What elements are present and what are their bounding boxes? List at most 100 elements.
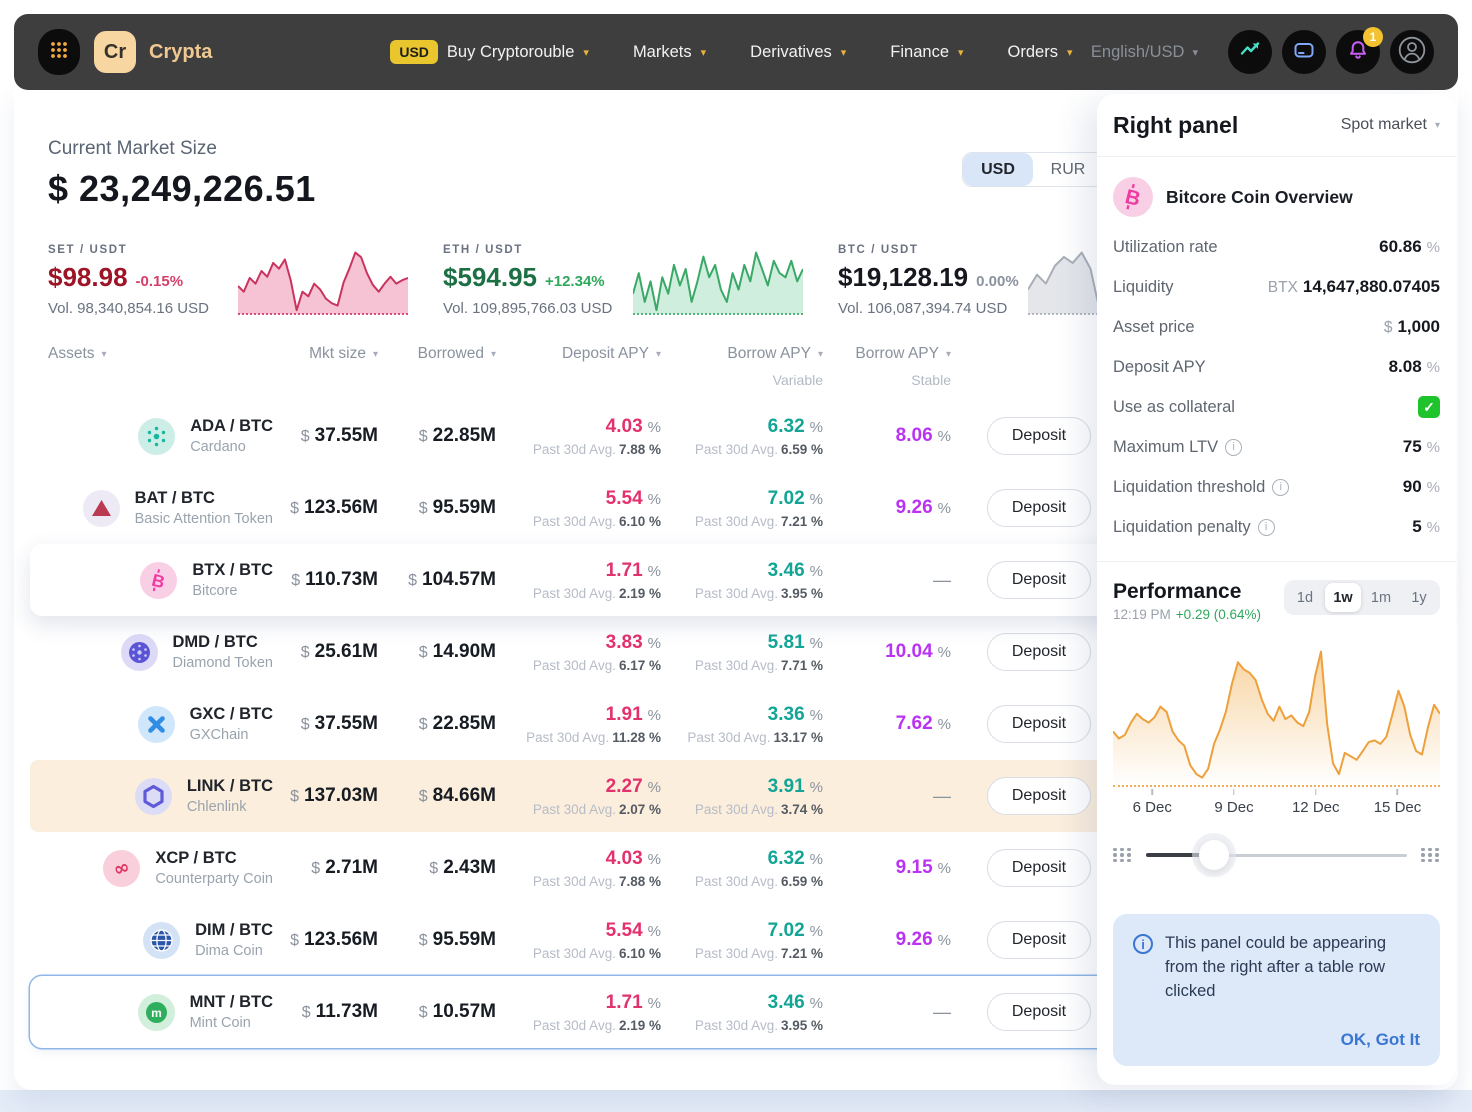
currency-toggle: USD RUR bbox=[962, 152, 1104, 187]
link-coin-icon bbox=[134, 777, 172, 815]
sort-mkt-size[interactable]: Mkt size ▾ bbox=[309, 345, 378, 362]
borrow-apy-stable-cell: 9.15% bbox=[895, 857, 951, 878]
table-row[interactable]: BAT / BTC Basic Attention Token $123.56M… bbox=[30, 472, 1442, 544]
btx-coin-icon: B bbox=[140, 561, 178, 599]
ticker-card[interactable]: SET / USDT $98.98 -0.15% Vol. 98,340,854… bbox=[48, 244, 408, 317]
deposit-button[interactable]: Deposit bbox=[987, 705, 1091, 743]
sort-caret-icon: ▾ bbox=[490, 348, 496, 360]
borrowed-value: $22.85M bbox=[418, 425, 496, 446]
slider-handle[interactable] bbox=[1198, 840, 1229, 870]
asset-pair: GXC / BTC bbox=[189, 705, 273, 723]
range-option-1y[interactable]: 1y bbox=[1411, 589, 1427, 606]
borrow-apy-variable-cell: 6.32% Past 30d Avg. 6.59 % bbox=[694, 415, 823, 457]
market-size-value: $ 23,249,226.51 bbox=[48, 168, 316, 209]
callout-dismiss-button[interactable]: OK, Got It bbox=[1340, 1029, 1420, 1049]
gxc-coin-icon bbox=[137, 705, 175, 743]
table-row[interactable]: ADA / BTC Cardano $37.55M $22.85M 4.03% … bbox=[30, 400, 1442, 472]
asset-name: Counterparty Coin bbox=[155, 871, 273, 887]
wallet-button[interactable] bbox=[1282, 30, 1326, 74]
ticker-volume: Vol. 109,895,766.03 USD bbox=[443, 300, 613, 317]
table-row[interactable]: DIM / BTC Dima Coin $123.56M $95.59M 5.5… bbox=[30, 904, 1442, 976]
info-icon[interactable]: i bbox=[1257, 518, 1275, 536]
bat-coin-icon bbox=[82, 489, 120, 527]
currency-option-rur[interactable]: RUR bbox=[1050, 160, 1086, 178]
chevron-down-icon: ▾ bbox=[958, 46, 964, 59]
stat-deposit-apy: Deposit APY 8.08% bbox=[1113, 357, 1440, 376]
mkt-size-value: $11.73M bbox=[301, 1001, 378, 1022]
mkt-size-value: $37.55M bbox=[300, 425, 378, 446]
mkt-size-value: $137.03M bbox=[290, 785, 378, 806]
stat-liquidation-penalty: Liquidation penalty i 5% bbox=[1113, 517, 1440, 536]
profile-button[interactable] bbox=[1390, 30, 1434, 74]
borrowed-value: $95.59M bbox=[418, 929, 496, 950]
market-type-selector[interactable]: Spot market ▾ bbox=[1340, 116, 1440, 133]
collateral-checkbox[interactable]: ✓ bbox=[1418, 396, 1440, 418]
nav-menu-item-finance[interactable]: Finance ▾ bbox=[890, 42, 964, 61]
deposit-button[interactable]: Deposit bbox=[987, 993, 1091, 1031]
ticker-card[interactable]: ETH / USDT $594.95 +12.34% Vol. 109,895,… bbox=[443, 244, 803, 317]
ticker-price: $19,128.19 bbox=[838, 262, 969, 292]
borrow-apy-variable-cell: 7.02% Past 30d Avg. 7.21 % bbox=[694, 919, 823, 961]
asset-name: Diamond Token bbox=[172, 655, 274, 671]
nav-menu-item-orders[interactable]: Orders ▾ bbox=[1007, 42, 1073, 61]
performance-chart[interactable] bbox=[1113, 646, 1440, 787]
borrow-apy-variable-cell: 7.02% Past 30d Avg. 7.21 % bbox=[694, 487, 823, 529]
callout-text: This panel could be appearing from the r… bbox=[1165, 934, 1387, 1000]
asset-pair: LINK / BTC bbox=[186, 777, 273, 795]
nav-menu-item-buy-cryptorouble[interactable]: USD Buy Cryptorouble ▾ bbox=[390, 40, 589, 64]
deposit-button[interactable]: Deposit bbox=[987, 417, 1091, 455]
chevron-down-icon: ▾ bbox=[583, 46, 589, 59]
ticker-cards: SET / USDT $98.98 -0.15% Vol. 98,340,854… bbox=[48, 244, 1458, 317]
grid-launcher-icon bbox=[49, 40, 69, 65]
borrowed-value: $104.57M bbox=[408, 569, 496, 590]
borrow-apy-variable-cell: 5.81% Past 30d Avg. 7.71 % bbox=[694, 631, 823, 673]
sort-borrow-apy-stable[interactable]: Borrow APY ▾ Stable bbox=[855, 345, 951, 388]
borrowed-value: $2.43M bbox=[429, 857, 496, 878]
deposit-button[interactable]: Deposit bbox=[987, 633, 1091, 671]
range-option-1d[interactable]: 1d bbox=[1296, 589, 1314, 606]
divider bbox=[1097, 561, 1456, 562]
ada-coin-icon bbox=[138, 417, 176, 455]
sort-assets[interactable]: Assets ▾ bbox=[48, 345, 107, 362]
sort-deposit-apy[interactable]: Deposit APY ▾ bbox=[561, 345, 661, 362]
deposit-button[interactable]: Deposit bbox=[987, 489, 1091, 527]
stat-maximum-ltv: Maximum LTV i 75% bbox=[1113, 437, 1440, 456]
range-option-1w[interactable]: 1w bbox=[1325, 583, 1361, 612]
sort-borrowed[interactable]: Borrowed ▾ bbox=[417, 345, 496, 362]
performance-change: +0.29 (0.64%) bbox=[1175, 607, 1261, 622]
drag-handle-right-icon[interactable] bbox=[1421, 847, 1440, 863]
deposit-apy-cell: 1.71% Past 30d Avg. 2.19 % bbox=[532, 559, 661, 601]
divider bbox=[1097, 156, 1456, 157]
sort-borrow-apy-variable[interactable]: Borrow APY ▾ Variable bbox=[727, 345, 823, 388]
x-axis-label: 6 Dec bbox=[1132, 799, 1172, 816]
deposit-button[interactable]: Deposit bbox=[987, 921, 1091, 959]
notifications-button[interactable]: 1 bbox=[1336, 27, 1383, 74]
app-launcher-button[interactable] bbox=[38, 29, 80, 75]
sort-caret-icon: ▾ bbox=[101, 348, 107, 360]
range-slider-track[interactable] bbox=[1146, 840, 1407, 870]
info-icon[interactable]: i bbox=[1225, 438, 1243, 456]
deposit-button[interactable]: Deposit bbox=[987, 561, 1091, 599]
info-icon[interactable]: i bbox=[1272, 478, 1290, 496]
chevron-down-icon: ▾ bbox=[700, 46, 707, 59]
chevron-down-icon: ▾ bbox=[1434, 119, 1440, 131]
deposit-apy-cell: 1.71% Past 30d Avg. 2.19 % bbox=[532, 991, 661, 1033]
deposit-button[interactable]: Deposit bbox=[987, 849, 1091, 887]
borrow-apy-variable-cell: 3.46% Past 30d Avg. 3.95 % bbox=[694, 559, 823, 601]
brand-logo[interactable]: Cr bbox=[94, 31, 136, 73]
ticker-price: $594.95 bbox=[443, 262, 537, 292]
currency-option-usd[interactable]: USD bbox=[963, 153, 1033, 186]
drag-handle-left-icon[interactable] bbox=[1113, 847, 1132, 863]
locale-selector[interactable]: English/USD ▾ bbox=[1090, 42, 1198, 61]
dmd-coin-icon bbox=[120, 633, 158, 671]
nav-menu-item-markets[interactable]: Markets ▾ bbox=[632, 42, 707, 61]
chevron-down-icon: ▾ bbox=[840, 46, 847, 59]
borrow-apy-variable-cell: 6.32% Past 30d Avg. 6.59 % bbox=[694, 847, 823, 889]
stat-asset-price: Asset price $1,000 bbox=[1113, 317, 1440, 336]
chart-range-slider bbox=[1113, 840, 1440, 870]
borrowed-value: $14.90M bbox=[418, 641, 496, 662]
nav-menu-item-derivatives[interactable]: Derivatives ▾ bbox=[750, 42, 847, 61]
deposit-button[interactable]: Deposit bbox=[987, 777, 1091, 815]
range-option-1m[interactable]: 1m bbox=[1370, 589, 1392, 606]
markets-trend-button[interactable] bbox=[1228, 30, 1272, 74]
